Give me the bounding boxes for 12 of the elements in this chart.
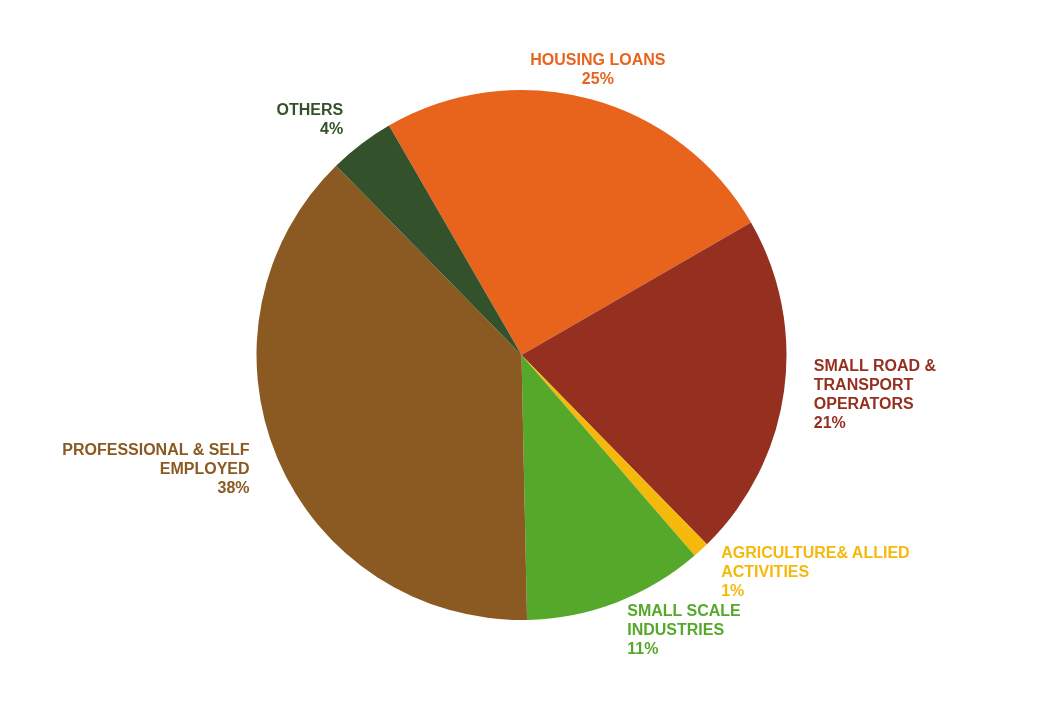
slice-label: PROFESSIONAL & SELF EMPLOYED bbox=[62, 440, 250, 477]
data-label: 4% bbox=[320, 119, 344, 137]
slice-label: OTHERS bbox=[276, 100, 344, 118]
data-label: 21% bbox=[813, 413, 846, 431]
data-label: 25% bbox=[581, 69, 614, 87]
data-label: 38% bbox=[217, 478, 250, 496]
slice-label: SMALL ROAD & TRANSPORT OPERATORS bbox=[813, 356, 937, 412]
slice-label: SMALL SCALE INDUSTRIES bbox=[627, 601, 742, 638]
slice-label: HOUSING LOANS bbox=[530, 50, 666, 68]
data-label: 1% bbox=[721, 581, 745, 599]
data-label: 11% bbox=[627, 639, 659, 657]
slice-label: AGRICULTURE& ALLIED ACTIVITIES bbox=[721, 543, 910, 580]
